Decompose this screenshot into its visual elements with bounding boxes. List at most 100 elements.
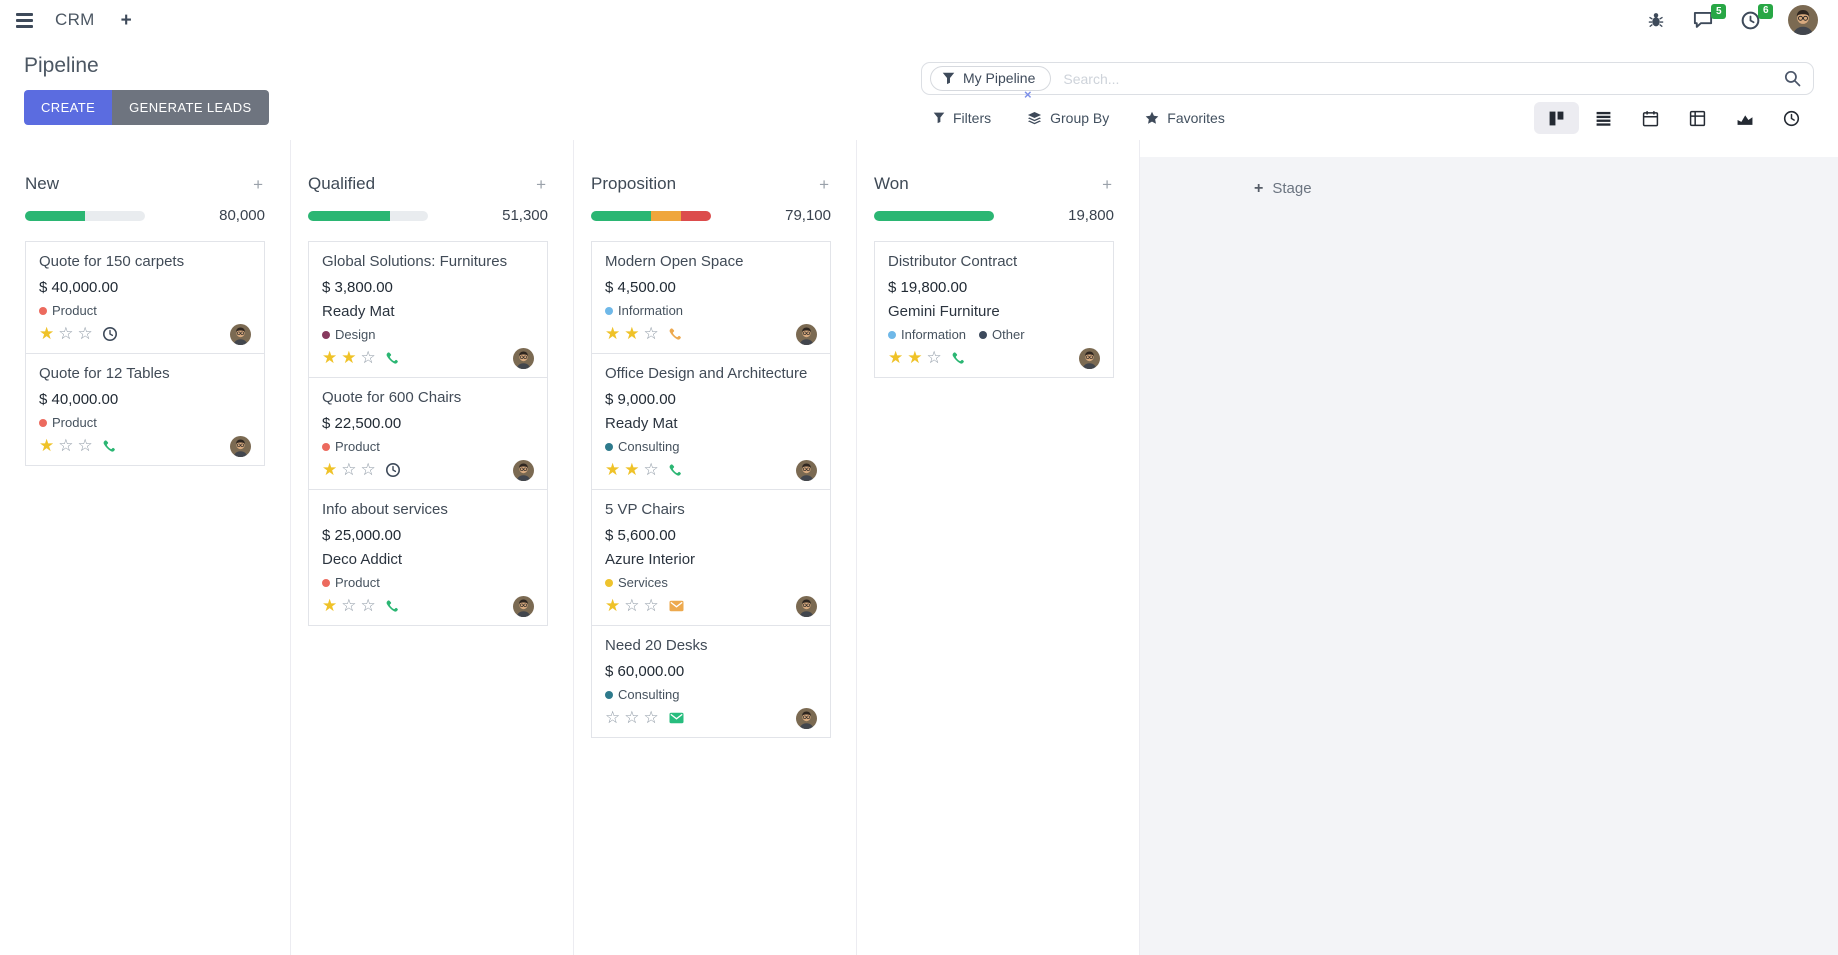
progress-segment-green[interactable] [25,210,85,221]
priority-star-icon[interactable]: ☆ [360,348,376,367]
priority-star-icon[interactable]: ☆ [58,324,74,343]
priority-star-icon[interactable]: ★ [322,596,338,615]
search-input[interactable] [1061,69,1784,88]
activity-phone-icon[interactable] [668,326,684,342]
card-avatar[interactable] [796,707,817,729]
activities-clock-icon[interactable]: 6 [1741,3,1773,30]
new-tab-button[interactable]: + [115,10,138,31]
search-icon[interactable] [1784,70,1801,87]
priority-star-icon[interactable]: ☆ [643,460,659,479]
card-avatar[interactable] [796,459,817,481]
activity-envelope-icon[interactable] [668,710,685,726]
search-bar[interactable]: My Pipeline × [921,62,1814,101]
debug-bug-icon[interactable] [1647,11,1665,29]
card-avatar[interactable] [230,323,251,345]
activity-phone-icon[interactable] [668,462,684,478]
priority-star-icon[interactable]: ★ [39,324,55,343]
priority-star-icon[interactable]: ☆ [643,324,659,343]
card-avatar[interactable] [1079,347,1100,369]
priority-star-icon[interactable]: ☆ [360,596,376,615]
app-title[interactable]: CRM [55,10,95,29]
group-by-button[interactable]: Group By [1027,110,1109,126]
priority-star-icon[interactable]: ★ [907,348,923,367]
kanban-card[interactable]: Distributor Contract $ 19,800.00 Gemini … [874,241,1114,378]
priority-star-icon[interactable]: ☆ [58,436,74,455]
kanban-card[interactable]: Office Design and Architecture $ 9,000.0… [591,353,831,490]
view-graph-button[interactable] [1722,102,1767,134]
favorites-button[interactable]: Favorites [1145,110,1225,126]
column-progressbar[interactable] [25,210,145,221]
card-avatar[interactable] [513,595,534,617]
activity-envelope-icon[interactable] [668,598,685,614]
user-avatar[interactable] [1788,5,1818,35]
priority-star-icon[interactable]: ☆ [624,596,640,615]
kanban-card[interactable]: Quote for 600 Chairs $ 22,500.00 Product… [308,377,548,490]
priority-star-icon[interactable]: ☆ [77,324,93,343]
priority-star-icon[interactable]: ★ [605,324,621,343]
search-facet-my-pipeline[interactable]: My Pipeline [930,66,1052,91]
priority-star-icon[interactable]: ☆ [341,596,357,615]
generate-leads-button[interactable]: GENERATE LEADS [112,90,269,125]
apps-menu-icon[interactable] [14,9,35,32]
priority-star-icon[interactable]: ★ [605,460,621,479]
card-avatar[interactable] [513,347,534,369]
progress-segment-red[interactable] [681,210,711,221]
card-avatar[interactable] [796,323,817,345]
view-pivot-button[interactable] [1675,102,1720,134]
progress-segment-green[interactable] [874,210,994,221]
kanban-card[interactable]: Quote for 150 carpets $ 40,000.00 Produc… [25,241,265,354]
progress-segment-green[interactable] [591,210,651,221]
progress-segment-green[interactable] [308,210,390,221]
activity-clock-icon[interactable] [102,326,118,342]
kanban-card[interactable]: Global Solutions: Furnitures $ 3,800.00 … [308,241,548,378]
priority-star-icon[interactable]: ★ [605,596,621,615]
priority-star-icon[interactable]: ★ [39,436,55,455]
priority-star-icon[interactable]: ★ [888,348,904,367]
facet-remove-icon[interactable]: × [1024,87,1032,102]
column-quick-add-icon[interactable]: + [1102,174,1112,194]
column-progressbar[interactable] [308,210,428,221]
card-avatar[interactable] [796,595,817,617]
kanban-card[interactable]: Modern Open Space $ 4,500.00 Information… [591,241,831,354]
priority-star-icon[interactable]: ★ [624,460,640,479]
kanban-card[interactable]: Quote for 12 Tables $ 40,000.00 Product … [25,353,265,466]
priority-star-icon[interactable]: ★ [624,324,640,343]
activity-phone-icon[interactable] [385,598,401,614]
card-avatar[interactable] [230,435,251,457]
priority-star-icon[interactable]: ★ [322,348,338,367]
activity-phone-icon[interactable] [385,350,401,366]
column-title[interactable]: Proposition [591,174,677,193]
column-title[interactable]: Qualified [308,174,376,193]
priority-star-icon[interactable]: ☆ [643,708,659,727]
kanban-card[interactable]: 5 VP Chairs $ 5,600.00 Azure Interior Se… [591,489,831,626]
view-list-button[interactable] [1581,102,1626,134]
filters-button[interactable]: Filters [933,110,991,126]
priority-star-icon[interactable]: ☆ [643,596,659,615]
column-quick-add-icon[interactable]: + [536,174,546,194]
priority-star-icon[interactable]: ☆ [77,436,93,455]
kanban-card[interactable]: Info about services $ 25,000.00 Deco Add… [308,489,548,626]
column-progressbar[interactable] [591,210,711,221]
column-title[interactable]: Won [874,174,909,193]
column-quick-add-icon[interactable]: + [819,174,829,194]
create-button[interactable]: CREATE [24,90,113,125]
priority-star-icon[interactable]: ★ [322,460,338,479]
activity-phone-icon[interactable] [102,438,118,454]
column-progressbar[interactable] [874,210,994,221]
messages-icon[interactable]: 5 [1693,4,1726,29]
kanban-card[interactable]: Need 20 Desks $ 60,000.00 Consulting ☆ ☆ ☆ [591,625,831,738]
progress-segment-orange[interactable] [651,210,681,221]
column-title[interactable]: New [25,174,60,193]
priority-star-icon[interactable]: ☆ [926,348,942,367]
priority-star-icon[interactable]: ☆ [341,460,357,479]
activity-clock-icon[interactable] [385,462,401,478]
priority-star-icon[interactable]: ☆ [605,708,621,727]
view-activity-button[interactable] [1769,102,1814,134]
priority-star-icon[interactable]: ☆ [624,708,640,727]
view-calendar-button[interactable] [1628,102,1673,134]
add-stage-button[interactable]: + Stage [1248,179,1318,198]
priority-star-icon[interactable]: ★ [341,348,357,367]
view-kanban-button[interactable] [1534,102,1579,134]
card-avatar[interactable] [513,459,534,481]
activity-phone-icon[interactable] [951,350,967,366]
